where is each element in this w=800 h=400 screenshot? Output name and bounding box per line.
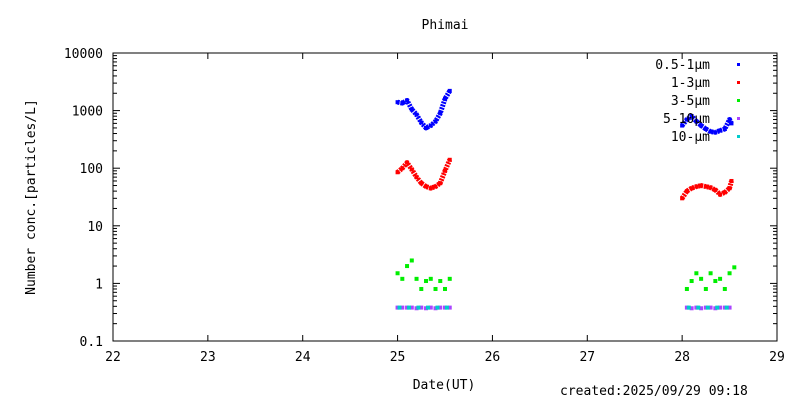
data-point-3 [699,306,704,311]
y-tick-label: 1 [95,277,103,292]
data-point-2 [414,276,419,281]
data-point-2 [708,271,713,276]
data-point-3 [708,305,713,310]
data-point-4 [435,305,440,310]
data-point-2 [405,264,410,269]
legend-label: 0.5-1μm [655,58,710,73]
y-tick-label: 10000 [64,47,103,62]
x-axis: 22 23 24 25 26 27 28 29 [105,53,785,365]
data-point-0 [699,123,704,128]
data-point-2 [694,271,699,276]
legend-label: 5-10μm [663,112,710,127]
data-point-4 [715,305,720,310]
data-point-2 [433,286,438,291]
data-point-2 [713,279,718,284]
x-axis-label: Date(UT) [413,378,476,393]
data-point-2 [400,276,405,281]
data-point-3 [689,306,694,311]
data-point-2 [409,258,414,263]
data-point-1 [424,184,429,189]
data-point-1 [419,181,424,186]
data-point-3 [718,305,723,310]
data-point-2 [684,286,689,291]
x-tick-label: 26 [485,350,501,365]
y-tick-label: 10 [87,220,103,235]
x-tick-label: 22 [105,350,121,365]
legend-label: 3-5μm [671,94,710,109]
data-point-0 [694,119,699,124]
series-band-0 [397,89,452,131]
data-point-3 [428,305,433,310]
data-point-2 [428,276,433,281]
legend-marker [737,135,740,138]
data-point-2 [438,279,443,284]
data-point-2 [443,286,447,291]
data-point-4 [705,305,710,310]
data-point-2 [447,276,452,281]
data-point-2 [419,286,424,291]
data-point-3 [727,305,732,310]
plot-frame [112,52,778,342]
data-point-3 [419,305,424,310]
created-timestamp: created:2025/09/29 09:18 [560,384,748,399]
data-point-3 [400,305,405,310]
data-point-4 [406,305,411,310]
data-point-0 [718,128,723,133]
data-point-4 [397,305,402,310]
data-point-1 [684,189,689,194]
data-point-0 [703,126,708,131]
data-point-2 [699,276,704,281]
data-point-1 [722,190,727,195]
series-band-1 [395,158,453,191]
legend-marker [737,117,740,120]
data-point-1 [689,186,694,191]
data-point-2 [689,279,694,284]
x-tick-label: 23 [200,350,216,365]
data-point-4 [696,305,701,310]
data-points [395,88,737,311]
legend-label: 1-3μm [671,76,710,91]
data-point-3 [409,305,414,310]
series-band-1 [680,180,734,200]
data-point-4 [416,305,421,310]
x-tick-label: 25 [390,350,406,365]
x-tick-label: 28 [674,350,690,365]
series-band-0 [680,113,734,135]
legend-label: 10-μm [671,130,710,145]
y-tick-label: 0.1 [80,335,103,350]
legend-marker [737,63,740,66]
data-point-2 [424,279,429,284]
data-point-4 [425,305,430,310]
data-point-4 [686,305,691,310]
data-point-2 [732,265,737,270]
data-point-0 [708,129,713,134]
data-point-2 [703,286,708,291]
data-point-4 [724,305,729,310]
x-tick-label: 24 [295,350,311,365]
y-axis-label: Number conc.[particles/L] [24,99,39,295]
data-point-3 [447,305,452,310]
data-point-3 [438,305,443,310]
y-tick-label: 1000 [72,105,103,120]
data-point-0 [409,107,414,112]
legend-marker [737,81,740,84]
chart-title: Phimai [422,18,469,33]
data-point-0 [443,96,447,101]
x-tick-label: 29 [769,350,785,365]
data-point-2 [718,276,723,281]
data-point-4 [444,305,449,310]
legend: 0.5-1μm 1-3μm 3-5μm 5-10μm 10-μm [655,58,740,145]
data-point-2 [395,271,400,276]
x-tick-label: 27 [579,350,595,365]
data-point-0 [447,88,452,93]
y-tick-label: 100 [80,162,103,177]
legend-marker [737,99,740,102]
data-point-2 [722,286,727,291]
y-axis: 0.1 1 10 100 1000 10000 [64,47,777,350]
data-point-2 [727,271,732,276]
